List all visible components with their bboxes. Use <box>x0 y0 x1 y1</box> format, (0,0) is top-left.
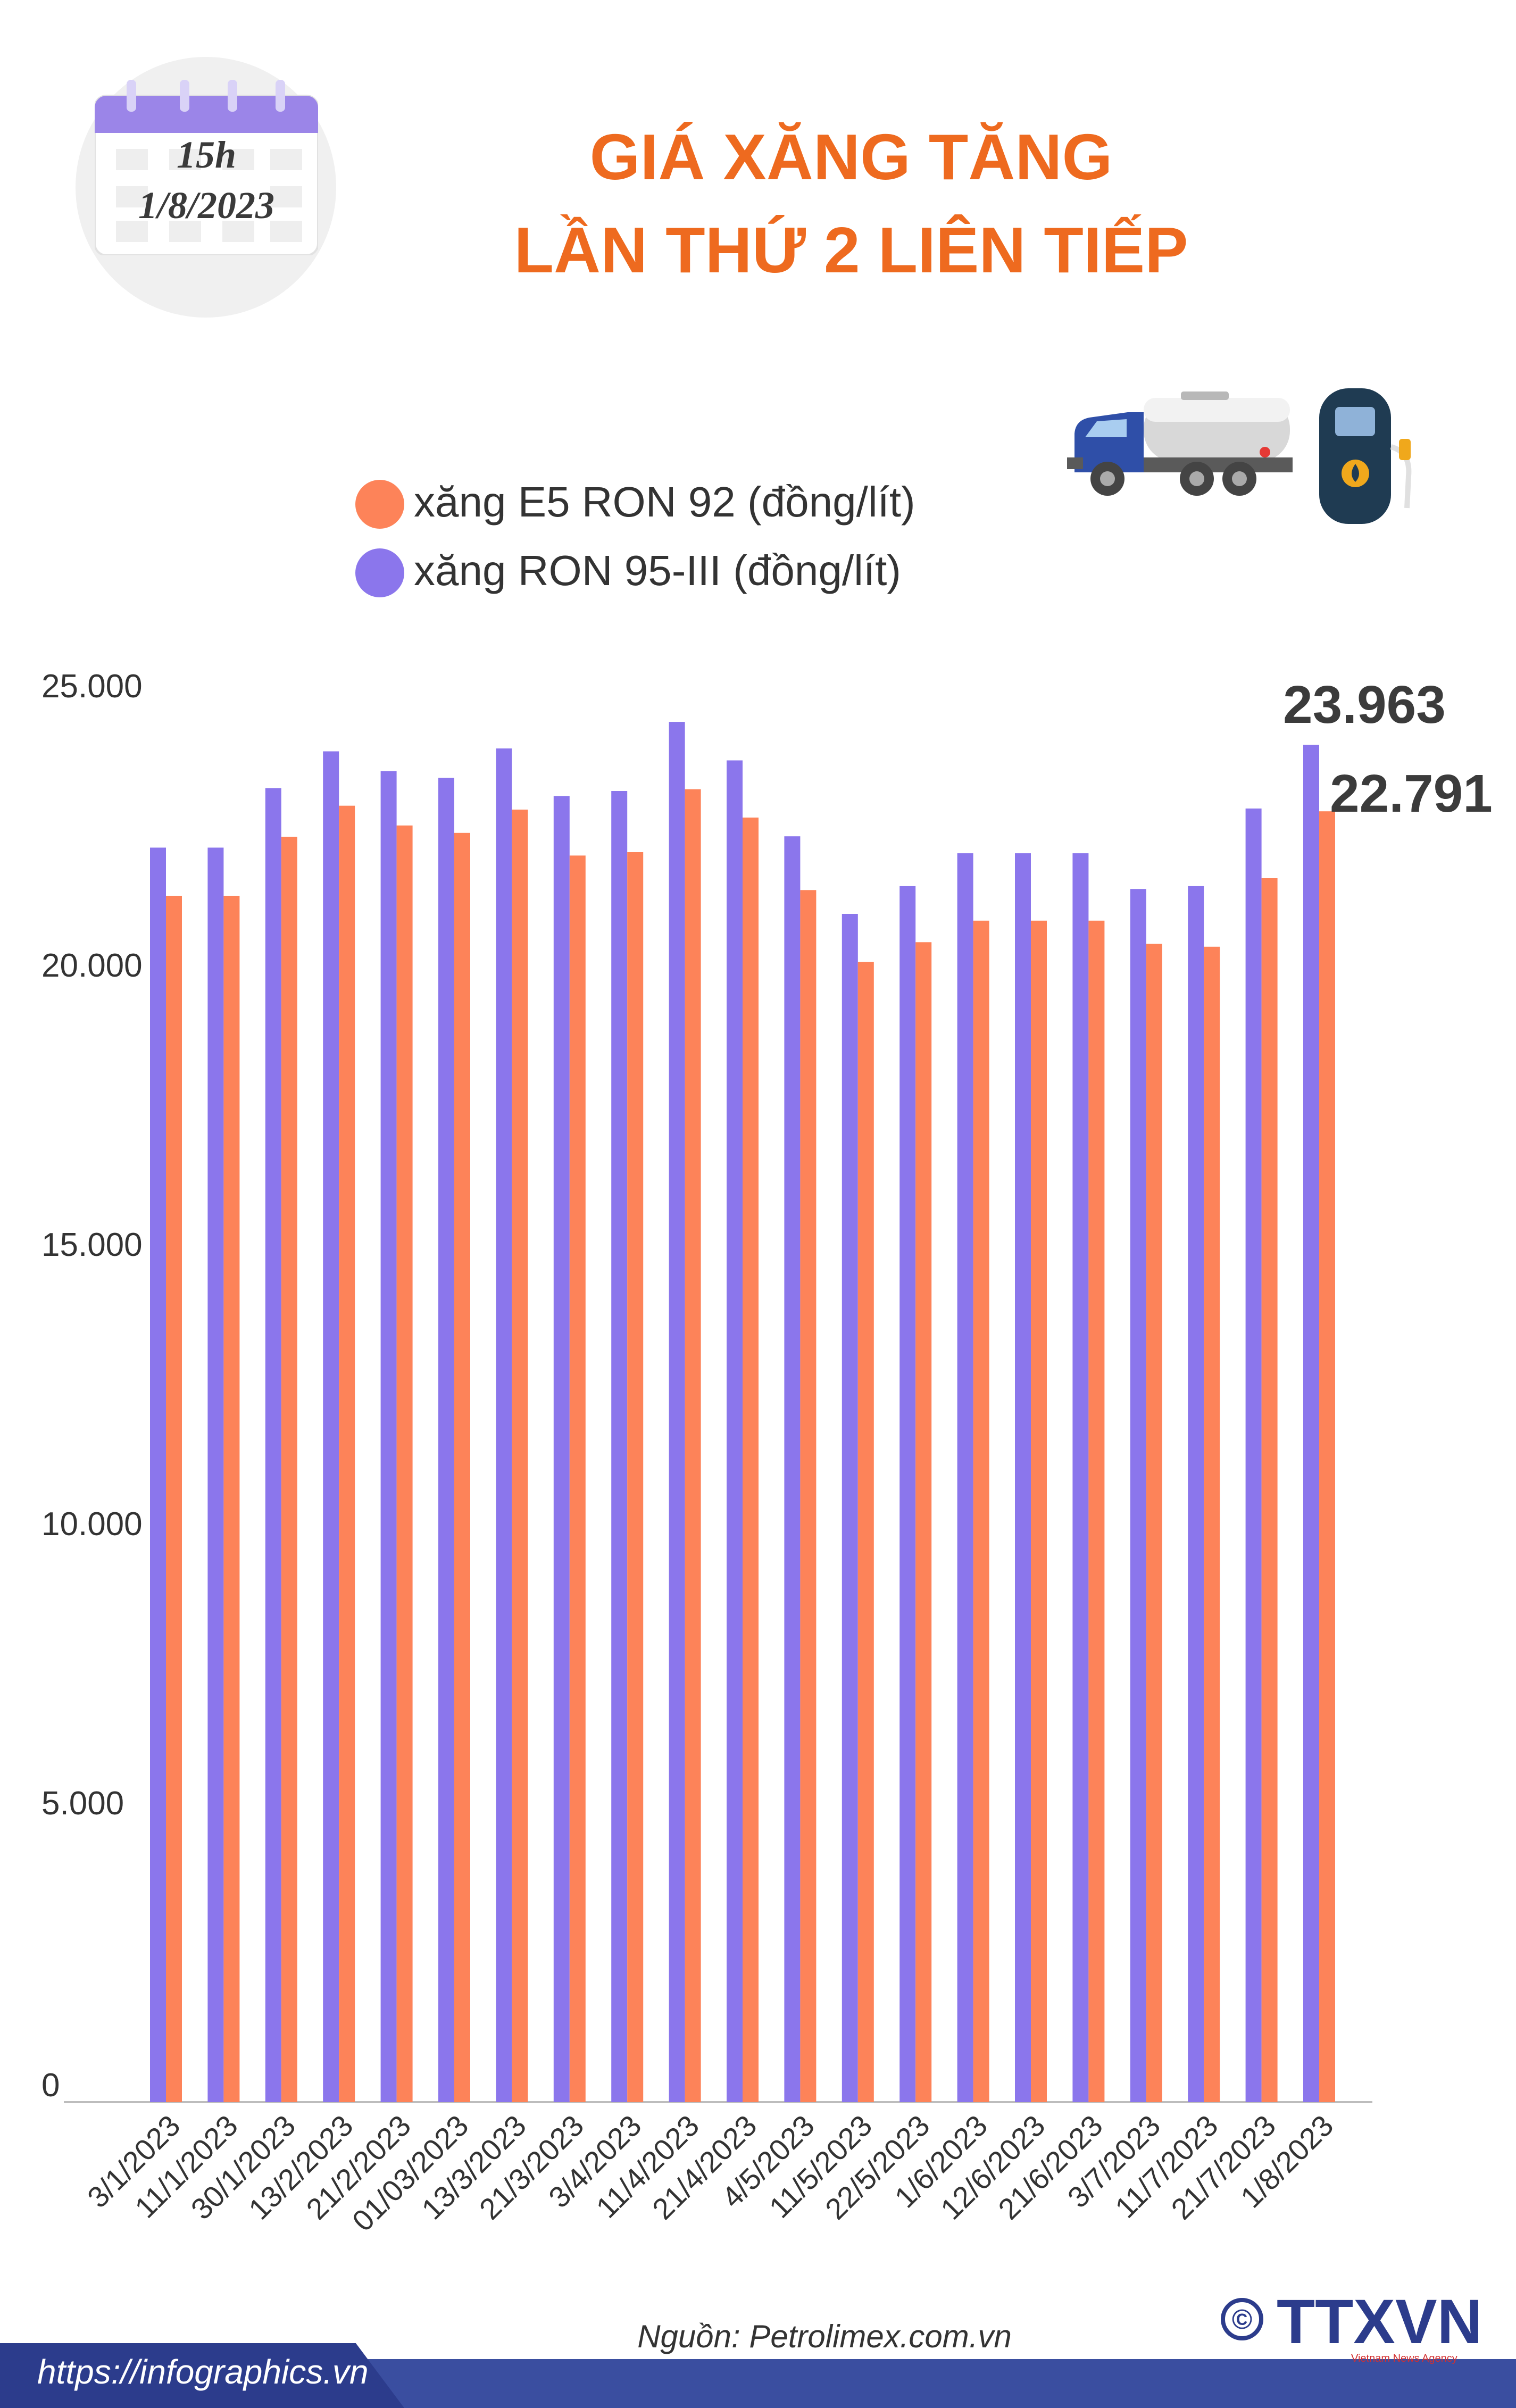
bar-ron95 <box>1130 889 1146 2102</box>
bar-e5 <box>1031 920 1047 2102</box>
bar-e5 <box>685 789 701 2102</box>
bar-e5 <box>1319 811 1335 2102</box>
bar-ron95 <box>1188 886 1204 2103</box>
y-tick-label: 5.000 <box>41 1785 124 1822</box>
fuel-pump-icon <box>1319 388 1412 524</box>
y-tick-label: 0 <box>41 2067 60 2104</box>
bar-ron95 <box>207 847 224 2102</box>
bar-ron95 <box>496 748 512 2102</box>
bar-e5 <box>800 890 817 2102</box>
legend-dot-ron95 <box>355 548 404 597</box>
bar-ron95 <box>842 914 858 2102</box>
calendar-icon <box>95 80 318 255</box>
bar-e5 <box>339 805 355 2102</box>
bar-ron95 <box>1015 853 1031 2102</box>
bar-e5 <box>166 896 182 2102</box>
calendar-time: 15h <box>176 134 237 176</box>
bar-ron95 <box>150 847 166 2102</box>
bar-ron95 <box>265 788 281 2102</box>
logo-copyright: © <box>1232 2304 1252 2335</box>
source-note: Nguồn: Petrolimex.com.vn <box>637 2319 1012 2354</box>
bar-e5 <box>857 962 874 2102</box>
bar-ron95 <box>727 760 743 2102</box>
legend-label-ron95: xăng RON 95-III (đồng/lít) <box>414 547 901 594</box>
callout-e5-last: 22.791 <box>1330 764 1493 823</box>
ttxvn-logo: © TTXVN Vietnam News Agency <box>1221 2287 1482 2364</box>
bar-e5 <box>627 852 644 2102</box>
bar-ron95 <box>380 771 397 2102</box>
bar-ron95 <box>1072 853 1089 2102</box>
bar-ron95 <box>553 796 570 2102</box>
y-tick-label: 20.000 <box>41 947 143 984</box>
bar-e5 <box>915 942 932 2102</box>
bar-ron95 <box>323 751 339 2102</box>
bar-ron95 <box>784 836 801 2102</box>
bar-e5 <box>396 825 413 2103</box>
tanker-truck-icon <box>1067 391 1293 496</box>
bar-chart: 3/1/202311/1/202330/1/202313/2/202321/2/… <box>64 722 1372 2238</box>
bar-e5 <box>1261 878 1278 2102</box>
logo-subtitle: Vietnam News Agency <box>1351 2353 1457 2364</box>
y-tick-label: 15.000 <box>41 1227 143 1263</box>
legend-label-e5: xăng E5 RON 92 (đồng/lít) <box>414 478 915 526</box>
bar-e5 <box>281 837 297 2102</box>
bar-ron95 <box>669 722 685 2102</box>
bar-e5 <box>569 855 586 2103</box>
bar-e5 <box>454 832 470 2102</box>
bar-ron95 <box>957 853 973 2102</box>
bar-e5 <box>512 810 528 2102</box>
title-line-1: GIÁ XĂNG TĂNG <box>589 121 1113 193</box>
bar-ron95 <box>899 886 916 2103</box>
bar-ron95 <box>1245 809 1262 2102</box>
bar-e5 <box>973 920 989 2102</box>
bar-e5 <box>223 896 240 2102</box>
bar-e5 <box>1088 920 1105 2102</box>
bar-e5 <box>743 818 759 2102</box>
bar-ron95 <box>438 778 454 2102</box>
legend-dot-e5 <box>355 480 404 529</box>
bar-e5 <box>1146 944 1162 2102</box>
bar-e5 <box>1204 946 1220 2102</box>
logo-text: TTXVN <box>1277 2287 1482 2357</box>
calendar-date: 1/8/2023 <box>138 184 274 227</box>
y-tick-label: 25.000 <box>41 668 143 705</box>
footer-url-tab <box>0 2343 404 2408</box>
footer-url-link[interactable]: https://infographics.vn <box>37 2353 369 2391</box>
bar-ron95 <box>1303 745 1319 2103</box>
callout-ron95-last: 23.963 <box>1283 675 1446 735</box>
y-tick-label: 10.000 <box>41 1506 143 1543</box>
bar-ron95 <box>611 791 628 2102</box>
title-line-2: LẦN THỨ 2 LIÊN TIẾP <box>514 214 1188 286</box>
